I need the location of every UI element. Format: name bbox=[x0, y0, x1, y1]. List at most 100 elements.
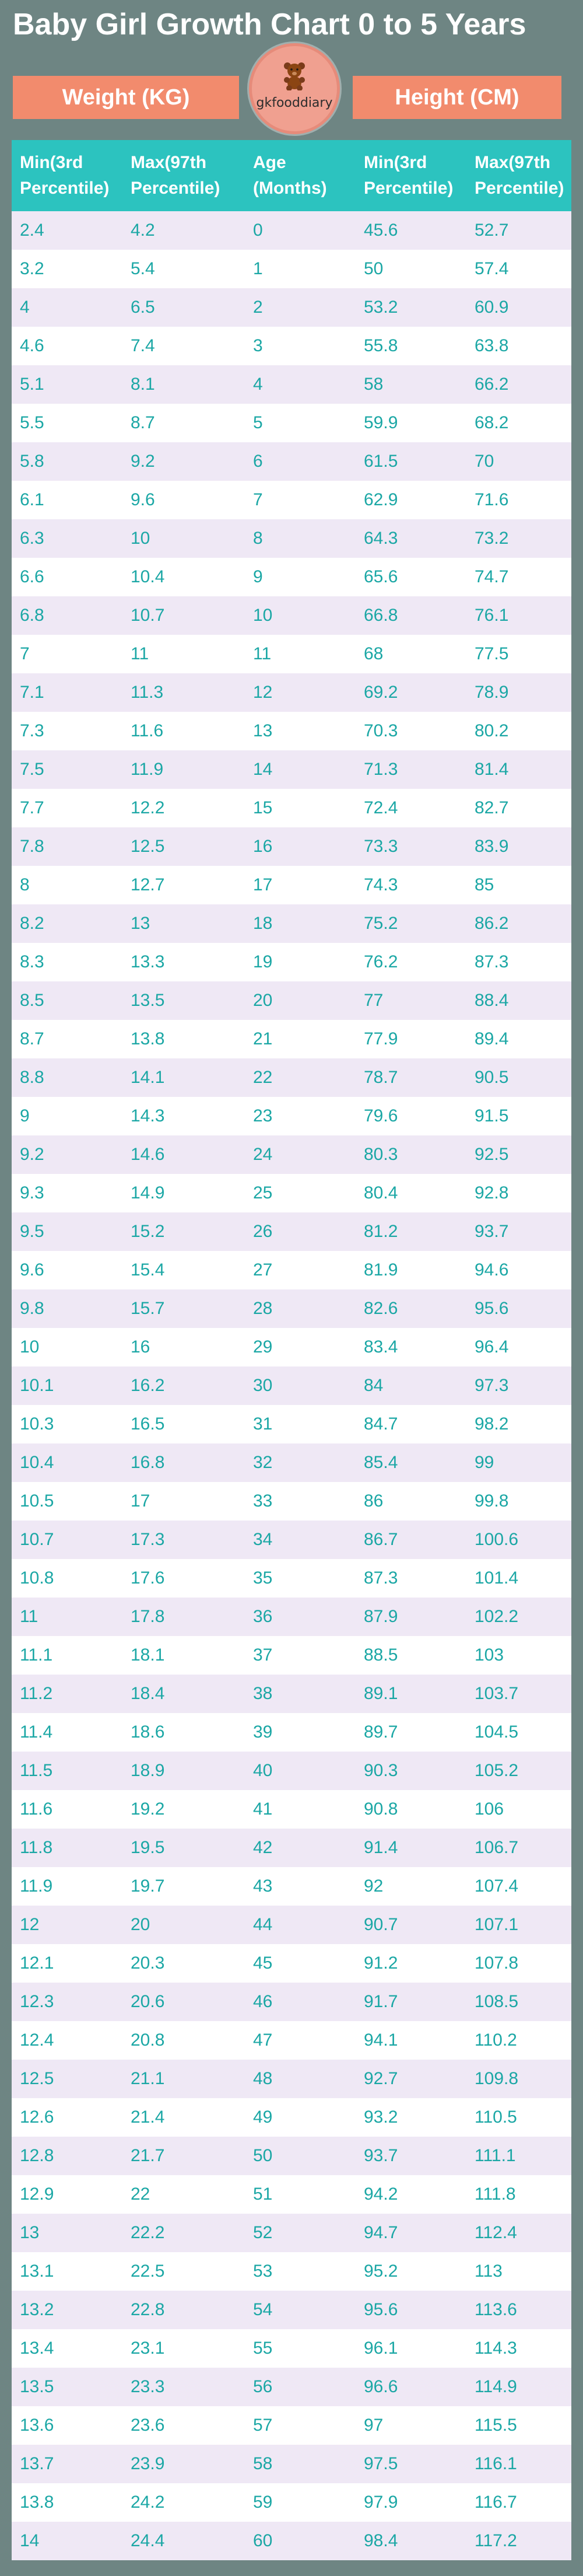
cell-weight-min: 10.7 bbox=[20, 1530, 54, 1549]
cell-height-min: 91.4 bbox=[364, 1838, 398, 1857]
cell-height-min: 97 bbox=[364, 2416, 384, 2435]
cell-age-months: 41 bbox=[253, 1799, 273, 1819]
cell-height-min: 75.2 bbox=[364, 914, 398, 933]
cell-age-months: 58 bbox=[253, 2454, 273, 2473]
table-row: 12.4 20.8 47 94.1 110.2 bbox=[12, 2021, 571, 2060]
cell-height-max: 116.7 bbox=[475, 2493, 517, 2512]
column-header-weight-min: Min(3rd Percentile) bbox=[12, 140, 122, 211]
cell-weight-max: 17 bbox=[131, 1491, 150, 1511]
cell-age-months: 36 bbox=[253, 1607, 273, 1626]
cell-height-max: 108.5 bbox=[475, 1992, 519, 2011]
cell-age-months: 31 bbox=[253, 1414, 273, 1434]
cell-height-max: 115.5 bbox=[475, 2416, 517, 2435]
cell-height-max: 107.4 bbox=[475, 1876, 519, 1896]
cell-height-max: 107.1 bbox=[475, 1915, 519, 1934]
cell-height-min: 81.2 bbox=[364, 1222, 398, 1241]
cell-weight-max: 14.9 bbox=[131, 1183, 165, 1203]
cell-weight-max: 11.6 bbox=[131, 721, 164, 740]
cell-height-max: 114.3 bbox=[475, 2339, 517, 2358]
cell-weight-max: 8.7 bbox=[131, 413, 155, 432]
cell-weight-min: 13.8 bbox=[20, 2493, 54, 2512]
cell-weight-max: 20 bbox=[131, 1915, 150, 1934]
cell-age-months: 11 bbox=[253, 644, 272, 663]
cell-age-months: 8 bbox=[253, 529, 263, 548]
table-row: 9.5 15.2 26 81.2 93.7 bbox=[12, 1212, 571, 1251]
cell-age-months: 6 bbox=[253, 452, 263, 471]
cell-age-months: 13 bbox=[253, 721, 273, 740]
cell-weight-min: 7.7 bbox=[20, 798, 44, 817]
table-row: 6.1 9.6 7 62.9 71.6 bbox=[12, 481, 571, 519]
cell-weight-max: 22.8 bbox=[131, 2300, 165, 2319]
cell-height-min: 72.4 bbox=[364, 798, 398, 817]
cell-height-max: 85 bbox=[475, 875, 494, 894]
cell-weight-min: 4.6 bbox=[20, 336, 44, 355]
cell-height-max: 99.8 bbox=[475, 1491, 509, 1511]
table-row: 9.8 15.7 28 82.6 95.6 bbox=[12, 1289, 571, 1328]
cell-height-max: 104.5 bbox=[475, 1722, 519, 1742]
cell-height-min: 94.7 bbox=[364, 2223, 398, 2242]
cell-age-months: 32 bbox=[253, 1453, 273, 1472]
table-row: 12.6 21.4 49 93.2 110.5 bbox=[12, 2098, 571, 2137]
cell-height-max: 89.4 bbox=[475, 1029, 509, 1048]
cell-weight-max: 10.4 bbox=[131, 567, 165, 586]
cell-height-min: 91.7 bbox=[364, 1992, 398, 2011]
cell-age-months: 0 bbox=[253, 221, 263, 240]
cell-height-min: 90.3 bbox=[364, 1761, 398, 1780]
column-header-line: Max(97th bbox=[131, 153, 207, 172]
cell-height-min: 96.6 bbox=[364, 2377, 398, 2396]
cell-weight-max: 19.7 bbox=[131, 1876, 165, 1896]
cell-weight-max: 15.2 bbox=[131, 1222, 165, 1241]
cell-height-min: 90.8 bbox=[364, 1799, 398, 1819]
cell-weight-max: 16.2 bbox=[131, 1376, 165, 1395]
table-row: 9.2 14.6 24 80.3 92.5 bbox=[12, 1135, 571, 1174]
table-row: 5.1 8.1 4 58 66.2 bbox=[12, 365, 571, 404]
table-row: 13 22.2 52 94.7 112.4 bbox=[12, 2214, 571, 2252]
cell-height-min: 91.2 bbox=[364, 1953, 398, 1973]
cell-weight-min: 10.5 bbox=[20, 1491, 54, 1511]
cell-weight-min: 5.1 bbox=[20, 375, 44, 394]
cell-height-min: 92 bbox=[364, 1876, 384, 1896]
table-row: 8.7 13.8 21 77.9 89.4 bbox=[12, 1020, 571, 1058]
cell-weight-min: 11.9 bbox=[20, 1876, 53, 1896]
table-row: 8.2 13 18 75.2 86.2 bbox=[12, 904, 571, 943]
cell-age-months: 55 bbox=[253, 2339, 273, 2358]
cell-weight-max: 21.4 bbox=[131, 2107, 165, 2127]
cell-weight-max: 20.6 bbox=[131, 1992, 165, 2011]
cell-height-min: 87.3 bbox=[364, 1568, 398, 1588]
cell-weight-min: 6.1 bbox=[20, 490, 44, 509]
cell-height-min: 79.6 bbox=[364, 1106, 398, 1126]
cell-age-months: 27 bbox=[253, 1260, 273, 1280]
column-header-height-min: Min(3rd Percentile) bbox=[356, 140, 466, 211]
cell-height-min: 80.3 bbox=[364, 1145, 398, 1164]
cell-height-min: 86.7 bbox=[364, 1530, 398, 1549]
cell-height-max: 96.4 bbox=[475, 1337, 509, 1357]
cell-weight-min: 5.8 bbox=[20, 452, 44, 471]
cell-age-months: 39 bbox=[253, 1722, 273, 1742]
cell-weight-min: 8 bbox=[20, 875, 30, 894]
cell-height-max: 116.1 bbox=[475, 2454, 517, 2473]
cell-age-months: 7 bbox=[253, 490, 263, 509]
cell-weight-max: 23.6 bbox=[131, 2416, 165, 2435]
cell-age-months: 37 bbox=[253, 1645, 273, 1665]
cell-height-min: 71.3 bbox=[364, 760, 398, 779]
site-logo: gkfooddiary bbox=[249, 43, 340, 134]
cell-weight-min: 8.2 bbox=[20, 914, 44, 933]
cell-weight-max: 10 bbox=[131, 529, 150, 548]
cell-weight-max: 4.2 bbox=[131, 221, 155, 240]
table-row: 8 12.7 17 74.3 85 bbox=[12, 866, 571, 904]
cell-height-max: 110.5 bbox=[475, 2107, 517, 2127]
cell-weight-max: 13.8 bbox=[131, 1029, 165, 1048]
cell-height-min: 55.8 bbox=[364, 336, 398, 355]
cell-age-months: 44 bbox=[253, 1915, 273, 1934]
cell-weight-max: 23.9 bbox=[131, 2454, 165, 2473]
cell-weight-min: 13.6 bbox=[20, 2416, 54, 2435]
table-row: 9.3 14.9 25 80.4 92.8 bbox=[12, 1174, 571, 1212]
cell-weight-max: 18.6 bbox=[131, 1722, 165, 1742]
cell-height-min: 98.4 bbox=[364, 2531, 398, 2550]
column-header-line: Min(3rd bbox=[364, 153, 427, 172]
cell-age-months: 34 bbox=[253, 1530, 273, 1549]
cell-weight-min: 12 bbox=[20, 1915, 40, 1934]
cell-height-max: 107.8 bbox=[475, 1953, 519, 1973]
cell-height-min: 94.2 bbox=[364, 2184, 398, 2204]
cell-height-min: 69.2 bbox=[364, 683, 398, 702]
